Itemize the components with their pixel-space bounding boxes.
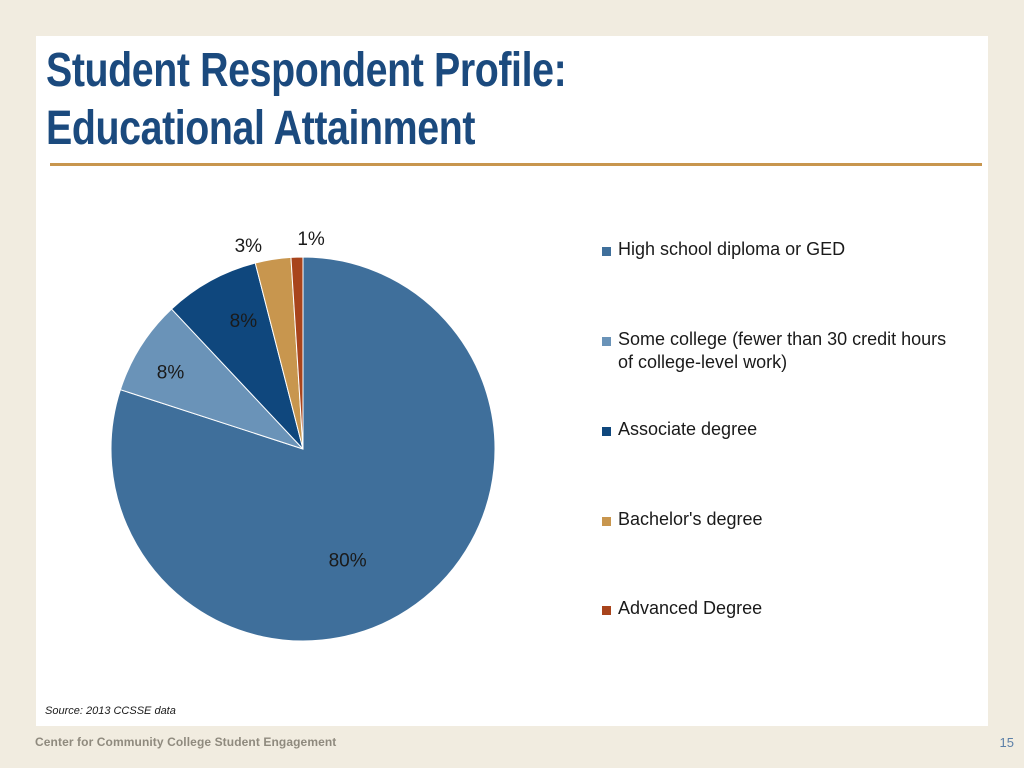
legend-item-advanced: Advanced Degree: [602, 597, 948, 620]
footer-organization: Center for Community College Student Eng…: [35, 735, 337, 749]
pie-label-bachelors: 3%: [235, 236, 263, 257]
legend-label-high-school: High school diploma or GED: [618, 239, 846, 259]
legend-label-advanced: Advanced Degree: [618, 598, 763, 618]
legend-label-associate: Associate degree: [618, 419, 758, 439]
pie-label-associate: 8%: [230, 311, 258, 332]
legend-swatch-high-school: [602, 247, 611, 256]
pie-chart: 80% 8% 8% 3% 1%: [110, 229, 496, 642]
legend-swatch-associate: [602, 427, 611, 436]
page-number: 15: [999, 735, 1014, 750]
pie-label-some-college: 8%: [157, 362, 185, 383]
slide-title: Student Respondent Profile: Educational …: [46, 42, 567, 158]
legend-swatch-some-college: [602, 337, 611, 346]
legend-item-high-school: High school diploma or GED: [602, 238, 948, 261]
title-divider: [50, 163, 982, 166]
slide-title-line-2: Educational Attainment: [46, 102, 476, 155]
pie-slices: [110, 256, 496, 642]
legend-item-associate: Associate degree: [602, 418, 948, 441]
pie-label-high-school: 80%: [329, 550, 367, 571]
pie-slice-advanced: [290, 256, 304, 450]
legend-item-some-college: Some college (fewer than 30 credit hours…: [602, 328, 948, 374]
slide-title-line-1: Student Respondent Profile:: [46, 44, 567, 97]
pie-labels: 80% 8% 8% 3% 1%: [157, 229, 367, 571]
source-note: Source: 2013 CCSSE data: [45, 705, 176, 717]
legend-swatch-advanced: [602, 606, 611, 615]
legend-item-bachelors: Bachelor's degree: [602, 508, 948, 531]
pie-slice-associate: [170, 262, 304, 450]
pie-label-advanced: 1%: [297, 229, 325, 250]
slide-panel: Student Respondent Profile: Educational …: [36, 36, 988, 726]
legend-swatch-bachelors: [602, 517, 611, 526]
pie-slice-some-college: [119, 308, 304, 450]
legend-label-some-college: Some college (fewer than 30 credit hours…: [618, 329, 947, 372]
legend-label-bachelors: Bachelor's degree: [618, 509, 763, 529]
